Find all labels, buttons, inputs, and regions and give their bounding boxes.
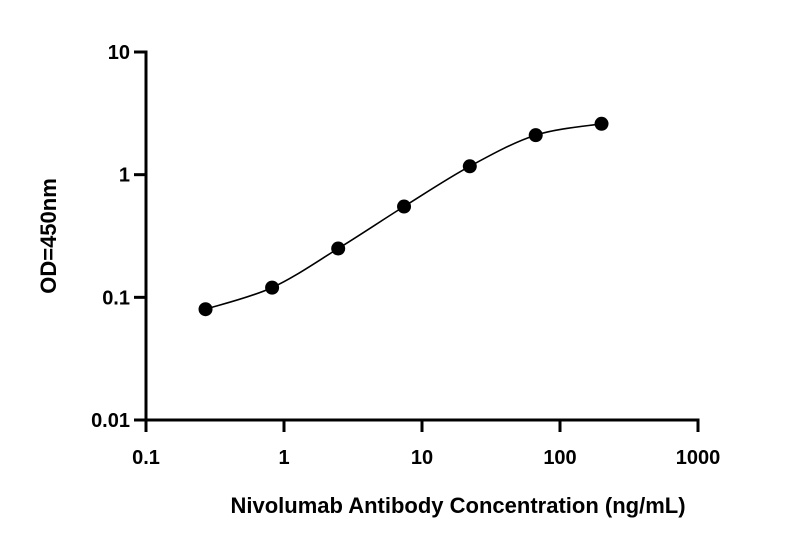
y-tick-label: 0.01 [91, 410, 130, 432]
x-tick-label: 100 [543, 447, 576, 469]
x-tick-label: 1000 [676, 447, 721, 469]
x-ticks: 0.1 1 10 100 1000 [132, 420, 720, 469]
data-point [331, 241, 346, 256]
data-points [198, 116, 609, 317]
data-point [265, 280, 280, 295]
data-point [462, 159, 477, 174]
data-point [198, 302, 213, 317]
data-point [528, 128, 543, 143]
y-tick-label: 10 [108, 42, 130, 64]
x-tick-label: 0.1 [132, 447, 160, 469]
y-axis-title: OD=450nm [36, 178, 61, 294]
y-ticks: 0.01 0.1 1 10 [91, 42, 146, 432]
x-tick-label: 1 [278, 447, 289, 469]
y-tick-label: 1 [119, 165, 130, 187]
x-tick-label: 10 [411, 447, 433, 469]
fit-curve [205, 123, 602, 310]
data-point [594, 116, 609, 131]
x-axis-title: Nivolumab Antibody Concentration (ng/mL) [230, 493, 685, 518]
y-tick-label: 0.1 [102, 287, 130, 309]
data-point [397, 199, 412, 214]
